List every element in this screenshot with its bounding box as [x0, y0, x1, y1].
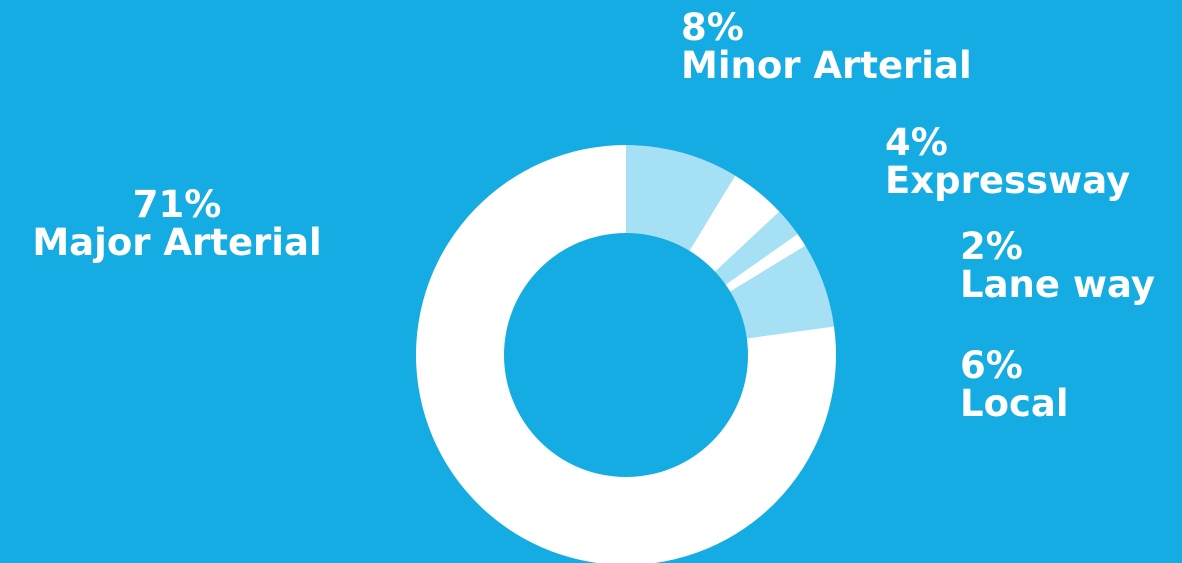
- donut-hole: [504, 233, 748, 477]
- label-expressway-name: Expressway: [885, 159, 1131, 202]
- label-major-arterial-percent: 71%: [132, 183, 222, 226]
- label-local-name: Local: [960, 382, 1069, 425]
- label-lane-way: 2% Lane way: [960, 228, 1155, 304]
- label-major-arterial-name: Major Arterial: [32, 221, 322, 264]
- label-major-arterial: 71% Major Arterial: [22, 186, 332, 262]
- label-lane-way-percent: 2%: [960, 225, 1023, 268]
- slice-major-arterial: [416, 145, 836, 563]
- label-minor-arterial: 8% Minor Arterial: [681, 9, 972, 85]
- label-expressway-percent: 4%: [885, 121, 948, 164]
- label-lane-way-name: Lane way: [960, 263, 1155, 306]
- label-local: 6% Local: [960, 347, 1069, 423]
- label-local-percent: 6%: [960, 344, 1023, 387]
- label-minor-arterial-percent: 8%: [681, 6, 744, 49]
- label-minor-arterial-name: Minor Arterial: [681, 44, 972, 87]
- label-expressway: 4% Expressway: [885, 124, 1130, 200]
